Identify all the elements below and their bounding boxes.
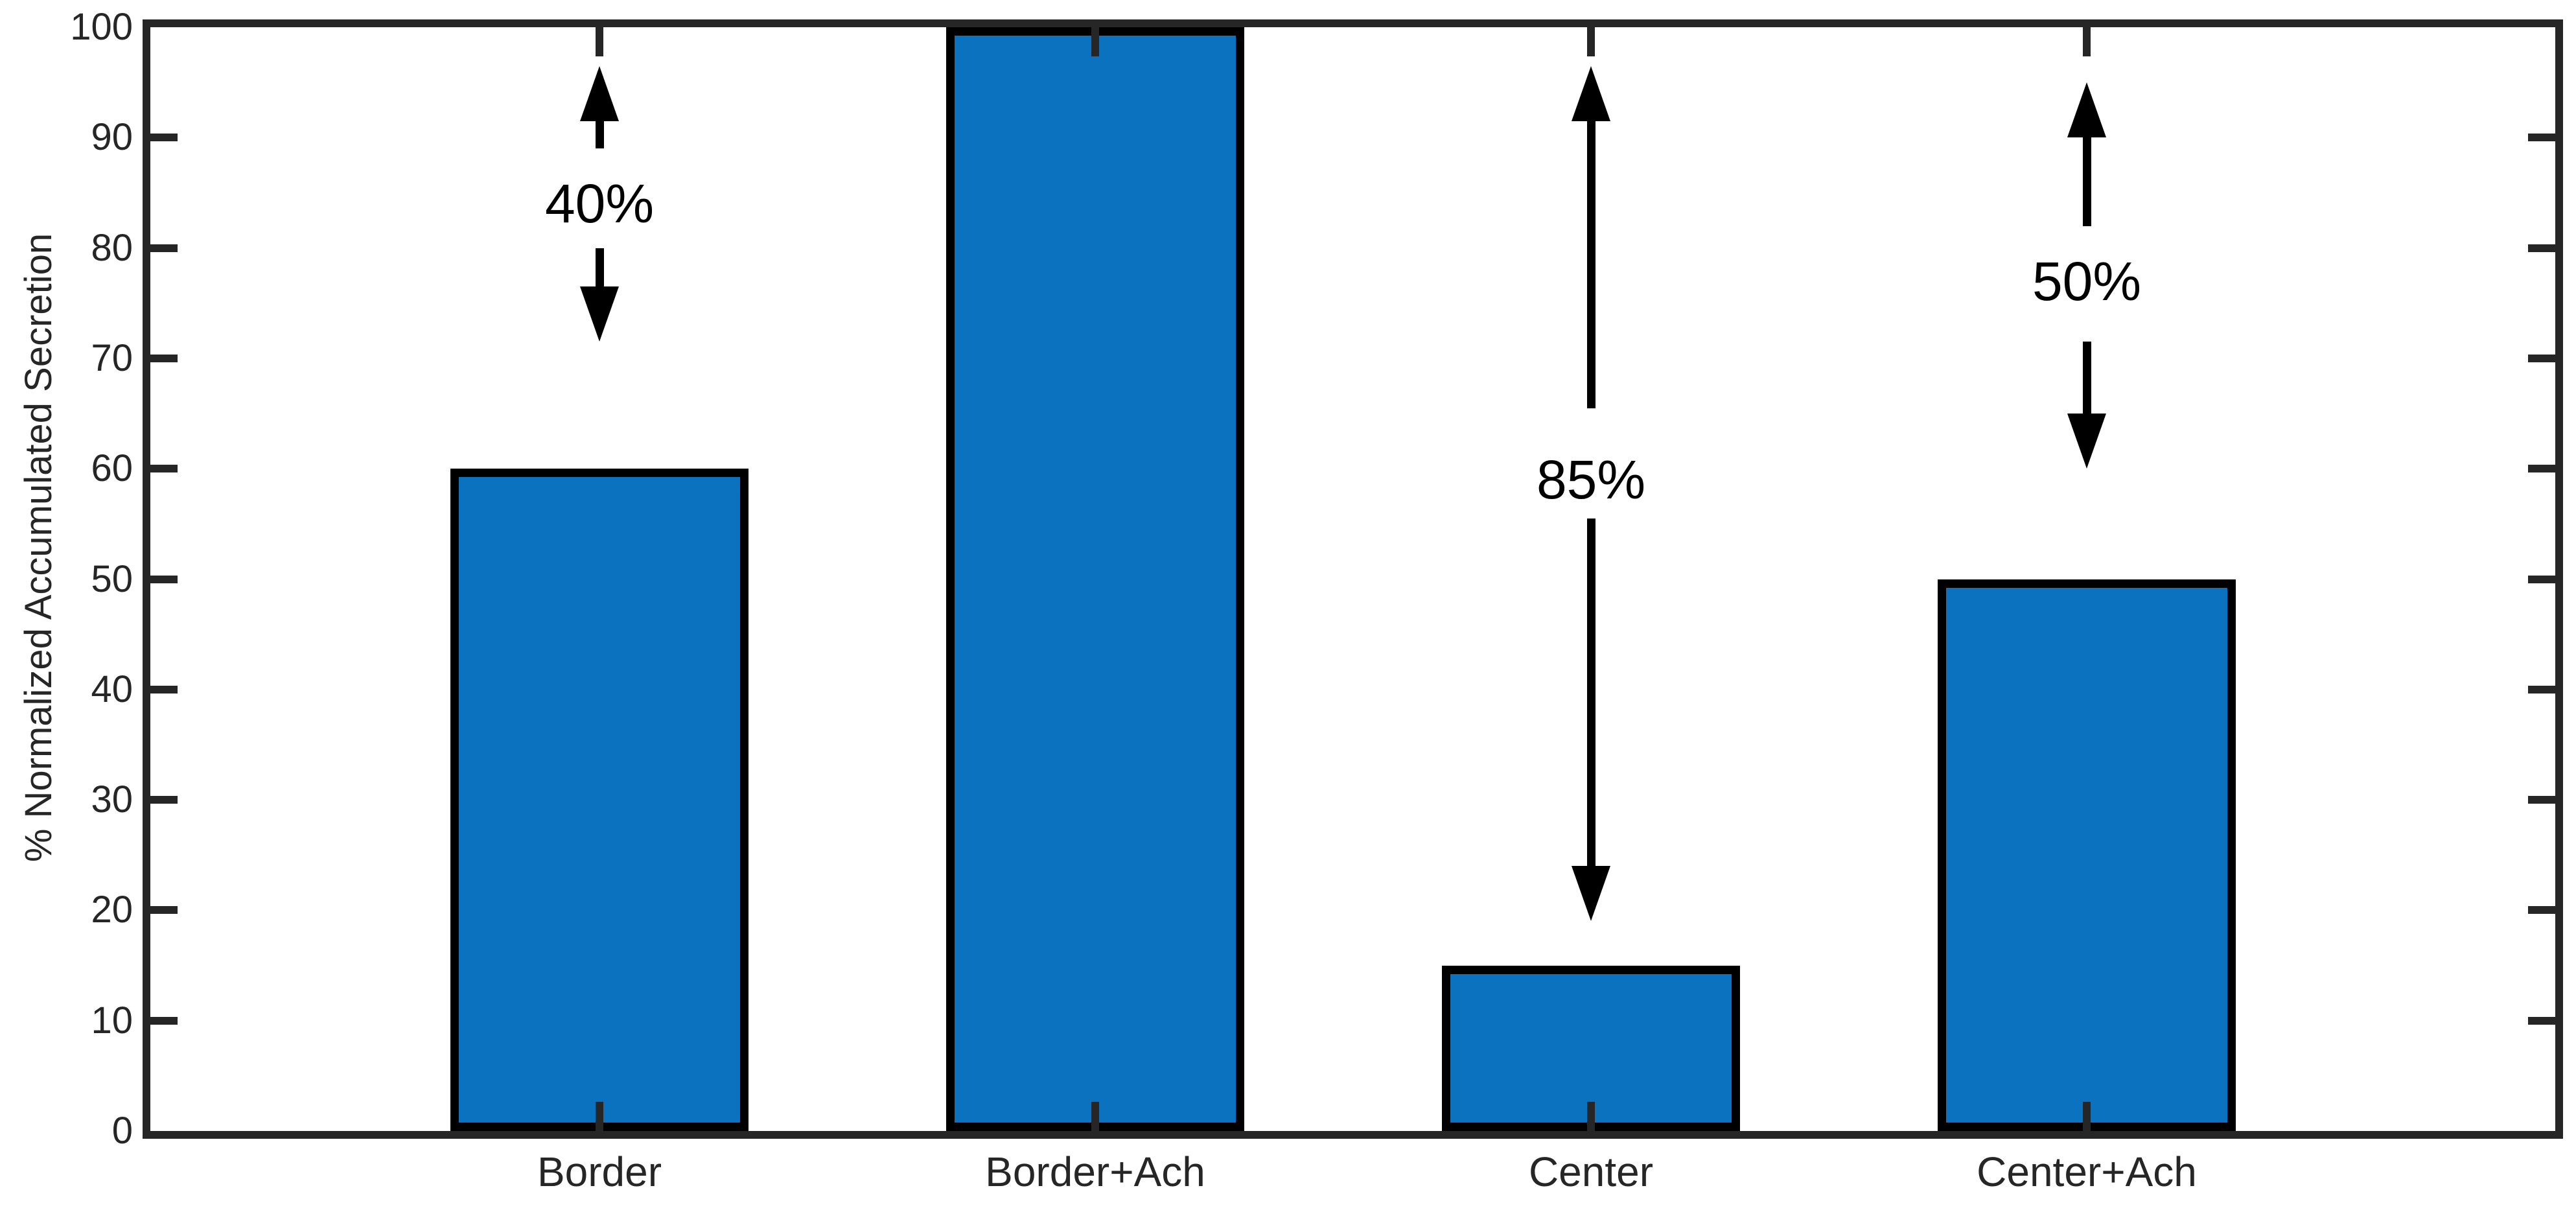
y-tick-label-10: 10 bbox=[91, 999, 133, 1042]
x-tick-label-border: Border bbox=[537, 1148, 662, 1195]
y-tick-left-20 bbox=[150, 906, 178, 915]
down-arrowhead-border bbox=[580, 286, 619, 342]
down-arrow-shaft-center bbox=[1586, 518, 1595, 869]
down-arrow-shaft-border bbox=[595, 248, 604, 290]
x-tick-bottom-border-ach bbox=[1091, 1102, 1099, 1131]
x-tick-top-center-ach bbox=[2083, 27, 2091, 56]
y-tick-label-80: 80 bbox=[91, 226, 133, 269]
y-tick-label-30: 30 bbox=[91, 778, 133, 821]
y-tick-label-50: 50 bbox=[91, 557, 133, 600]
y-tick-label-0: 0 bbox=[111, 1110, 133, 1152]
up-arrowhead-border bbox=[580, 65, 619, 121]
y-tick-right-70 bbox=[2528, 354, 2555, 362]
y-tick-left-80 bbox=[150, 244, 178, 252]
y-tick-right-60 bbox=[2528, 465, 2555, 473]
annotation-label-border: 40% bbox=[544, 173, 655, 235]
y-tick-left-90 bbox=[150, 134, 178, 142]
y-tick-right-40 bbox=[2528, 685, 2555, 693]
y-tick-label-20: 20 bbox=[91, 889, 133, 931]
y-tick-left-40 bbox=[150, 685, 178, 693]
x-tick-top-border-ach bbox=[1091, 27, 1099, 56]
up-arrowhead-center bbox=[1572, 65, 1610, 121]
bar-border-ach bbox=[946, 27, 1244, 1131]
x-tick-label-center-ach: Center+Ach bbox=[1977, 1148, 2197, 1195]
y-tick-left-60 bbox=[150, 465, 178, 473]
x-tick-bottom-center bbox=[1587, 1102, 1595, 1131]
bar-center-ach bbox=[1938, 579, 2236, 1131]
up-arrow-shaft-border bbox=[595, 118, 604, 149]
y-tick-label-90: 90 bbox=[91, 116, 133, 159]
y-tick-left-30 bbox=[150, 796, 178, 804]
y-tick-right-90 bbox=[2528, 134, 2555, 142]
up-arrow-shaft-center-ach bbox=[2082, 135, 2091, 226]
y-tick-left-10 bbox=[150, 1016, 178, 1025]
x-tick-top-center bbox=[1587, 27, 1595, 56]
x-tick-top-border bbox=[596, 27, 603, 56]
y-tick-right-50 bbox=[2528, 575, 2555, 583]
y-tick-right-20 bbox=[2528, 906, 2555, 915]
bar-center bbox=[1442, 965, 1740, 1131]
y-tick-left-50 bbox=[150, 575, 178, 583]
y-tick-left-70 bbox=[150, 354, 178, 362]
x-tick-label-border-ach: Border+Ach bbox=[985, 1148, 1205, 1195]
annotation-label-center: 85% bbox=[1536, 449, 1646, 511]
x-tick-label-center: Center bbox=[1528, 1148, 1654, 1195]
annotation-label-center-ach: 50% bbox=[2032, 250, 2142, 312]
up-arrowhead-center-ach bbox=[2067, 82, 2106, 138]
down-arrowhead-center bbox=[1572, 866, 1610, 922]
y-tick-label-70: 70 bbox=[91, 336, 133, 379]
y-tick-label-40: 40 bbox=[91, 668, 133, 710]
bar-border bbox=[450, 469, 748, 1131]
up-arrow-shaft-center bbox=[1586, 118, 1595, 408]
y-tick-right-10 bbox=[2528, 1016, 2555, 1025]
y-tick-label-60: 60 bbox=[91, 447, 133, 490]
x-tick-bottom-border bbox=[596, 1102, 603, 1131]
y-tick-label-100: 100 bbox=[70, 6, 133, 48]
y-tick-right-80 bbox=[2528, 244, 2555, 252]
down-arrowhead-center-ach bbox=[2067, 414, 2106, 469]
x-tick-bottom-center-ach bbox=[2083, 1102, 2091, 1131]
down-arrow-shaft-center-ach bbox=[2082, 342, 2091, 417]
y-tick-right-30 bbox=[2528, 796, 2555, 804]
